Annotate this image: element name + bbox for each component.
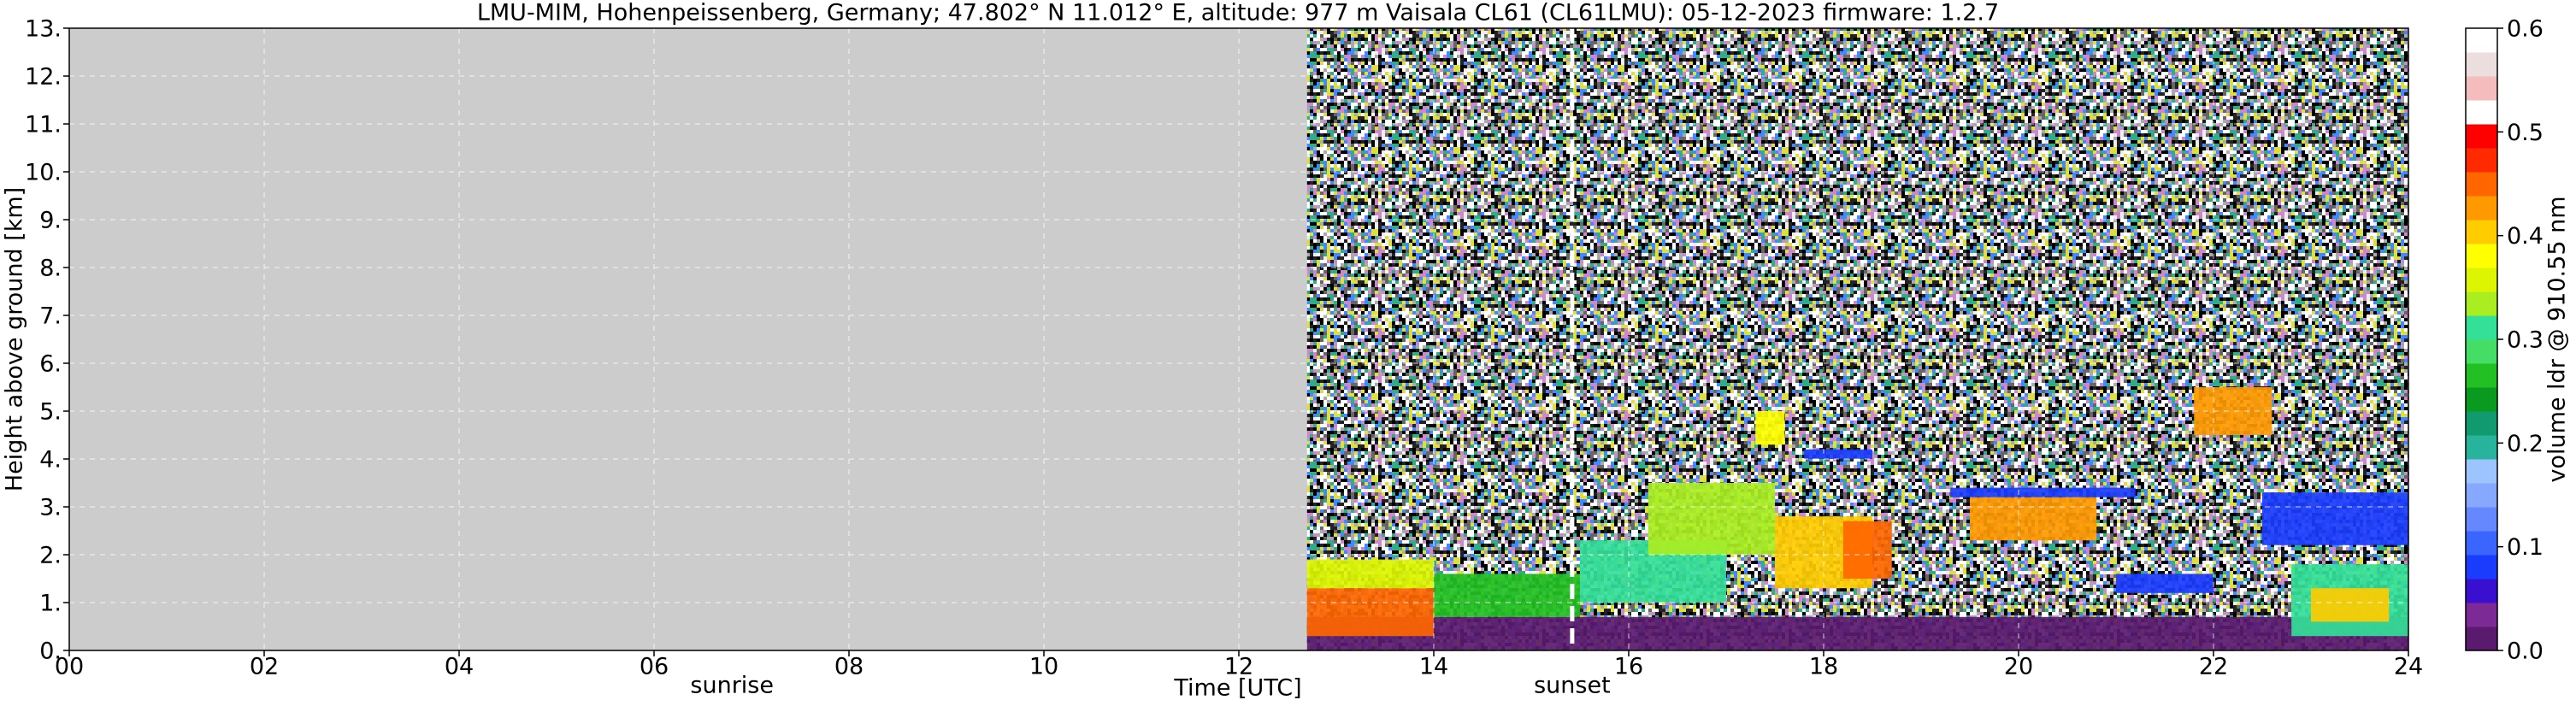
ldr-feature xyxy=(1306,616,2408,650)
colorbar-swatch xyxy=(2466,579,2497,603)
colorbar-tick-label: 0.3 xyxy=(2507,327,2544,354)
colorbar-tick-label: 0.0 xyxy=(2507,638,2544,665)
x-tick-label: 06 xyxy=(640,654,669,680)
y-tick-label: 6. xyxy=(39,351,62,378)
y-tick-label: 0. xyxy=(39,638,62,665)
y-tick-label: 3. xyxy=(39,495,62,521)
colorbar-tick-label: 0.2 xyxy=(2507,431,2544,457)
ldr-feature xyxy=(2116,574,2213,593)
colorbar-tick-label: 0.4 xyxy=(2507,223,2544,250)
colorbar-swatch xyxy=(2466,531,2497,556)
colorbar-swatch xyxy=(2466,148,2497,173)
colorbar-swatch xyxy=(2466,76,2497,101)
y-tick-label: 7. xyxy=(39,303,62,330)
colorbar-swatch xyxy=(2466,387,2497,412)
colorbar-tick-label: 0.5 xyxy=(2507,120,2544,146)
x-tick-label: 22 xyxy=(2199,654,2228,680)
colorbar-swatch xyxy=(2466,627,2497,651)
x-tick-label: 12 xyxy=(1224,654,1253,680)
x-axis-label: Time [UTC] xyxy=(1173,675,1301,702)
ldr-feature xyxy=(1842,521,1892,579)
ldr-feature xyxy=(1648,483,1775,555)
x-tick-label: 04 xyxy=(445,654,474,680)
annotation-label: sunrise xyxy=(690,673,774,699)
ldr-feature xyxy=(2262,492,2408,545)
y-tick-label: 8. xyxy=(39,256,62,282)
colorbar-swatch xyxy=(2466,268,2497,292)
x-tick-label: 24 xyxy=(2394,654,2423,680)
ldr-feature xyxy=(1434,574,1580,617)
colorbar-swatch xyxy=(2466,555,2497,580)
chart-title: LMU-MIM, Hohenpeissenberg, Germany; 47.8… xyxy=(477,0,1999,26)
y-tick-label: 5. xyxy=(39,399,62,426)
colorbar-swatch xyxy=(2466,603,2497,627)
x-tick-label: 02 xyxy=(250,654,279,680)
y-tick-label: 9. xyxy=(39,208,62,234)
y-axis-label: Height above ground [km] xyxy=(2,187,28,491)
colorbar-swatch xyxy=(2466,124,2497,149)
y-tick-label: 1. xyxy=(39,591,62,617)
y-tick-label: 11. xyxy=(25,112,62,138)
y-tick-label: 13. xyxy=(25,16,62,43)
colorbar-tick-label: 0.6 xyxy=(2507,16,2544,43)
plot-frame xyxy=(68,27,2409,651)
colorbar-swatch xyxy=(2466,459,2497,484)
colorbar-swatch xyxy=(2466,291,2497,316)
colorbar-swatch xyxy=(2466,411,2497,436)
colorbar-swatch xyxy=(2466,483,2497,508)
x-tick-label: 18 xyxy=(1809,654,1838,680)
x-tick-label: 16 xyxy=(1614,654,1643,680)
x-tick-label: 14 xyxy=(1419,654,1448,680)
x-tick-label: 20 xyxy=(2004,654,2033,680)
ldr-feature xyxy=(1970,497,2097,541)
ldr-feature xyxy=(1306,559,1434,589)
ldr-feature xyxy=(1755,411,1785,445)
colorbar-swatch xyxy=(2466,220,2497,244)
colorbar-swatch xyxy=(2466,52,2497,77)
y-tick-label: 12. xyxy=(25,64,62,91)
x-tick-label: 08 xyxy=(834,654,864,680)
colorbar-swatch xyxy=(2466,172,2497,197)
ldr-feature xyxy=(1950,487,2136,497)
colorbar-swatch xyxy=(2466,315,2497,340)
colorbar-swatch xyxy=(2466,100,2497,125)
colorbar-swatch xyxy=(2466,196,2497,221)
colorbar-swatch xyxy=(2466,339,2497,364)
ldr-feature xyxy=(2311,588,2390,622)
x-tick-label: 10 xyxy=(1029,654,1058,680)
ldr-feature xyxy=(1804,449,1872,459)
ldr-feature xyxy=(1306,588,1434,637)
y-tick-label: 4. xyxy=(39,447,62,474)
y-tick-label: 2. xyxy=(39,543,62,569)
colorbar-swatch xyxy=(2466,435,2497,460)
colorbar-swatch xyxy=(2466,507,2497,532)
annotation-label: sunset xyxy=(1534,673,1611,699)
y-tick-label: 10. xyxy=(25,160,62,186)
colorbar-tick-label: 0.1 xyxy=(2507,534,2544,561)
colorbar-swatch xyxy=(2466,363,2497,388)
colorbar-swatch xyxy=(2466,244,2497,268)
colorbar-label: volume ldr @ 910.55 nm xyxy=(2544,197,2571,483)
x-tick-label: 00 xyxy=(55,654,84,680)
colorbar-swatch xyxy=(2466,28,2497,53)
